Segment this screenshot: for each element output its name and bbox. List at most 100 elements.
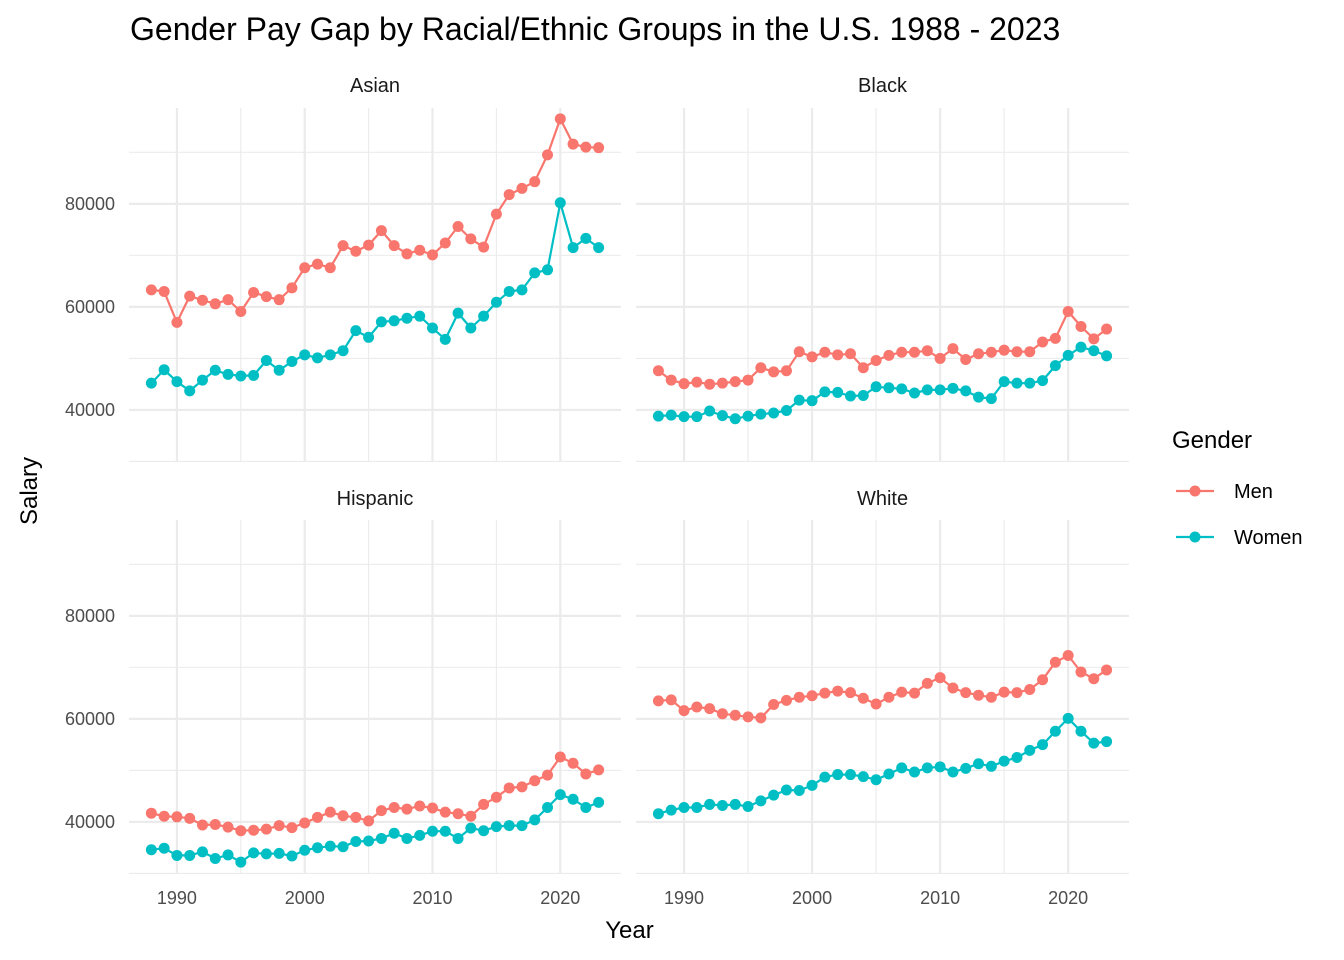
data-point-black-women [755, 408, 767, 420]
chart-title: Gender Pay Gap by Racial/Ethnic Groups i… [130, 11, 1060, 47]
data-point-white-women [896, 762, 908, 774]
data-point-hispanic-women [375, 832, 387, 844]
data-point-hispanic-women [388, 827, 400, 839]
legend-label: Men [1234, 481, 1273, 503]
facet-label-black: Black [858, 75, 908, 97]
data-point-hispanic-men [478, 798, 490, 810]
data-point-asian-women [580, 232, 592, 244]
data-point-hispanic-men [414, 800, 426, 812]
data-point-black-men [729, 376, 741, 388]
data-point-asian-men [439, 237, 451, 249]
data-point-asian-men [503, 189, 515, 201]
data-point-asian-men [337, 240, 349, 252]
data-point-asian-men [452, 221, 464, 233]
data-point-white-women [1075, 725, 1087, 737]
data-point-asian-men [196, 294, 208, 306]
data-point-asian-women [452, 307, 464, 319]
data-point-white-men [883, 691, 895, 703]
data-point-white-men [934, 672, 946, 684]
x-tick-label: 2020 [1048, 888, 1088, 908]
data-point-white-women [1088, 737, 1100, 749]
data-point-black-men [921, 345, 933, 357]
data-point-white-men [716, 708, 728, 720]
data-point-white-men [742, 711, 754, 723]
data-point-black-men [883, 349, 895, 361]
data-point-asian-men [490, 208, 502, 220]
data-point-hispanic-women [439, 825, 451, 837]
data-point-white-men [973, 689, 985, 701]
data-point-black-women [1101, 350, 1113, 362]
data-point-black-men [806, 351, 818, 363]
data-point-black-men [1011, 346, 1023, 358]
data-point-hispanic-women [324, 840, 336, 852]
data-point-black-men [768, 366, 780, 378]
data-point-hispanic-men [286, 822, 298, 834]
data-point-white-women [806, 779, 818, 791]
data-point-asian-men [375, 225, 387, 237]
data-point-white-women [1101, 736, 1113, 748]
data-point-asian-women [337, 345, 349, 357]
data-point-black-men [678, 378, 690, 390]
data-point-white-women [921, 762, 933, 774]
data-point-asian-men [554, 113, 566, 125]
data-point-asian-men [260, 291, 272, 303]
data-point-hispanic-women [593, 796, 605, 808]
data-point-white-men [998, 686, 1010, 698]
data-point-asian-men [235, 306, 247, 318]
data-point-black-women [1037, 375, 1049, 387]
data-point-hispanic-men [209, 819, 221, 831]
data-point-black-women [883, 382, 895, 394]
data-point-asian-women [260, 354, 272, 366]
data-point-asian-women [235, 370, 247, 382]
data-point-black-women [947, 382, 959, 394]
data-point-asian-men [580, 141, 592, 153]
data-point-asian-women [516, 284, 528, 296]
data-point-black-women [793, 394, 805, 406]
data-point-black-men [819, 346, 831, 358]
data-point-white-men [844, 687, 856, 699]
data-point-black-men [896, 346, 908, 358]
data-point-white-women [716, 799, 728, 811]
x-tick-label: 2020 [540, 888, 580, 908]
data-point-black-men [1049, 332, 1061, 344]
data-point-black-women [857, 390, 869, 402]
data-point-asian-men [516, 182, 528, 194]
data-point-white-women [934, 761, 946, 773]
data-point-hispanic-men [248, 824, 260, 836]
data-point-black-women [896, 383, 908, 395]
data-point-black-men [973, 348, 985, 360]
data-point-hispanic-women [260, 848, 272, 860]
data-point-hispanic-women [350, 836, 362, 848]
data-point-black-women [1024, 377, 1036, 389]
data-point-white-men [1037, 674, 1049, 686]
data-point-white-men [819, 687, 831, 699]
data-point-white-women [1049, 725, 1061, 737]
data-point-hispanic-men [503, 782, 515, 794]
data-point-black-women [729, 413, 741, 425]
data-point-black-men [1088, 333, 1100, 345]
series-line-asian-women [150, 201, 600, 392]
data-point-black-women [819, 386, 831, 398]
data-point-asian-men [171, 316, 183, 328]
data-point-hispanic-men [350, 811, 362, 823]
data-point-asian-women [542, 264, 554, 276]
data-point-asian-men [529, 176, 541, 188]
data-point-black-women [998, 376, 1010, 388]
x-tick-label: 2010 [412, 888, 452, 908]
data-point-hispanic-men [145, 807, 157, 819]
data-point-hispanic-women [299, 844, 311, 856]
data-point-black-men [1062, 306, 1074, 318]
data-point-black-women [844, 390, 856, 402]
data-point-black-men [691, 376, 703, 388]
data-point-asian-women [324, 349, 336, 361]
data-point-hispanic-women [478, 825, 490, 837]
data-point-white-women [729, 798, 741, 810]
data-point-asian-women [375, 316, 387, 328]
data-point-hispanic-women [184, 849, 196, 861]
data-point-black-women [704, 405, 716, 417]
data-point-hispanic-women [311, 842, 323, 854]
x-tick-label: 1990 [157, 888, 197, 908]
series-line-black-men [657, 310, 1108, 386]
data-point-white-women [998, 755, 1010, 767]
